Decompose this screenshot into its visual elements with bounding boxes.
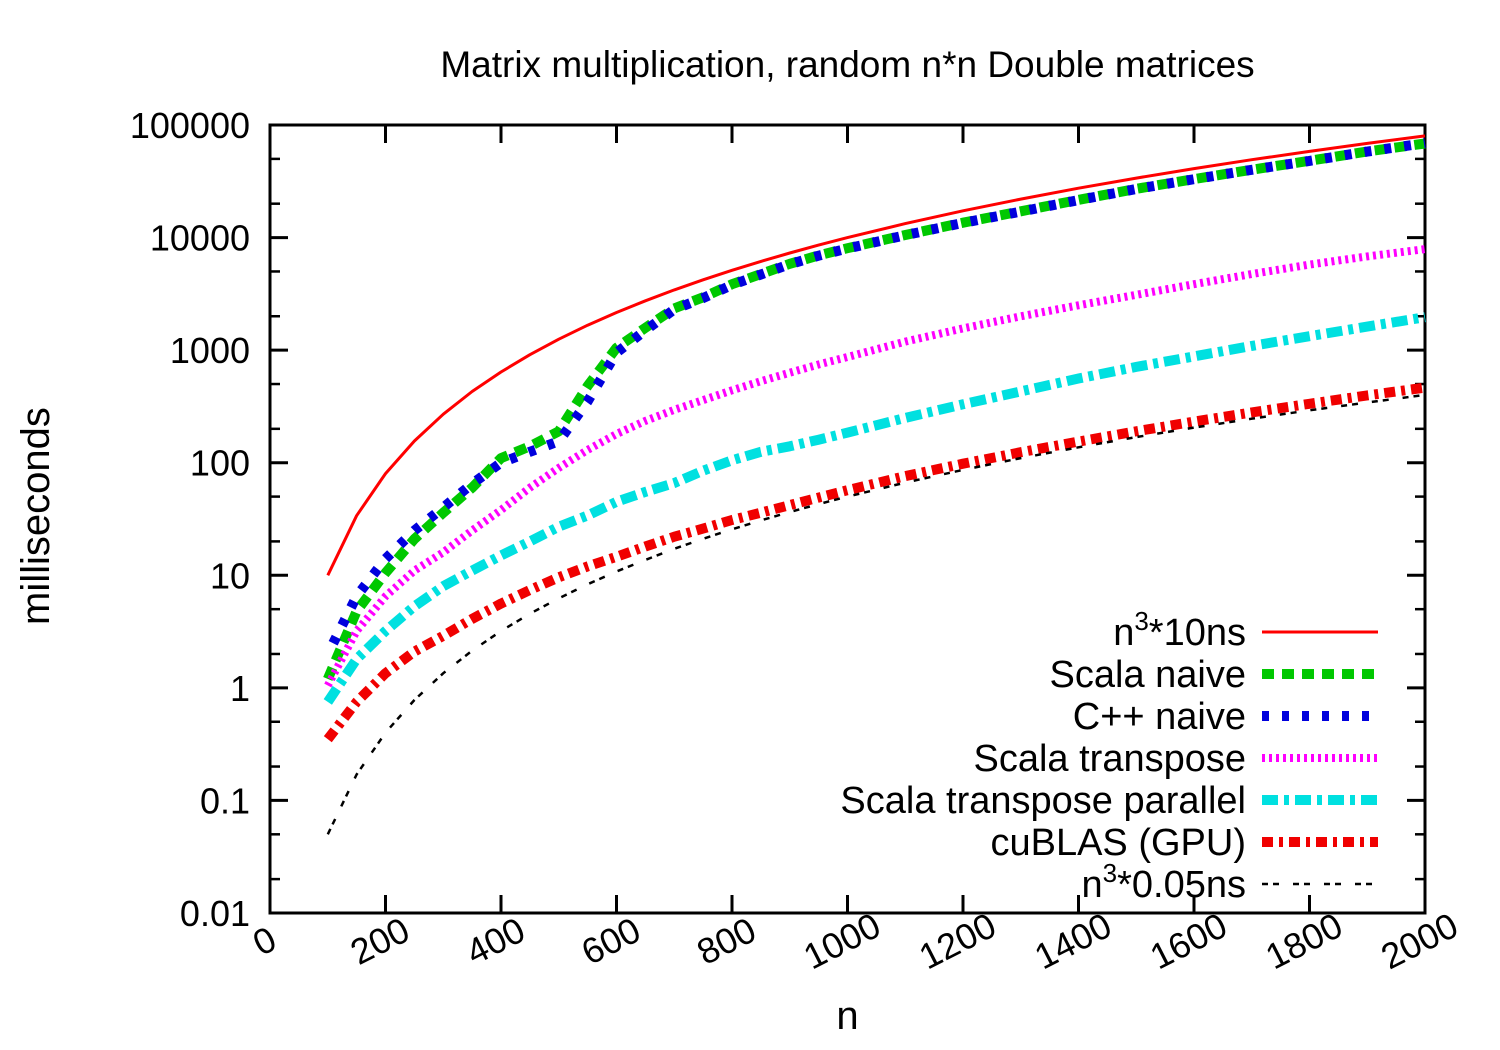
x-tick-label: 1000 <box>797 904 887 977</box>
x-tick-label: 200 <box>344 909 416 973</box>
y-tick-label: 1000 <box>170 330 250 371</box>
x-tick-label: 2000 <box>1374 904 1464 977</box>
series-line-n3-005ns <box>326 393 1426 835</box>
y-tick-label: 100 <box>190 443 250 484</box>
series-line-scala-transpose <box>324 245 1426 688</box>
x-tick-label: 600 <box>575 909 647 973</box>
y-tick-label: 0.01 <box>180 893 250 934</box>
x-axis-title: n <box>836 994 859 1038</box>
x-tick-label: 1600 <box>1143 904 1233 977</box>
x-tick-label: 1200 <box>912 904 1002 977</box>
series-line-n3-10ns <box>326 134 1426 576</box>
y-tick-label: 10000 <box>150 218 250 259</box>
legend-label-scala-naive: Scala naive <box>1050 654 1246 696</box>
legend-label-cpp-naive: C++ naive <box>1073 696 1246 738</box>
x-tick-label: 800 <box>690 909 762 973</box>
series-line-scala-transpose-parallel <box>323 312 1426 705</box>
legend-label-n3-005ns: n3*0.05ns <box>1082 858 1247 906</box>
x-tick-label: 1400 <box>1028 904 1118 977</box>
series-line-cublas-gpu <box>323 382 1426 743</box>
series-line-cpp-naive <box>323 138 1426 657</box>
x-tick-label: 0 <box>246 918 282 964</box>
series-line-scala-naive <box>323 138 1426 681</box>
y-tick-label: 100000 <box>130 105 250 146</box>
y-tick-label: 0.1 <box>200 780 250 821</box>
x-tick-label: 1800 <box>1259 904 1349 977</box>
y-tick-label: 1 <box>230 668 250 709</box>
legend-label-cublas-gpu: cuBLAS (GPU) <box>990 822 1246 864</box>
legend-label-scala-transpose-parallel: Scala transpose parallel <box>840 780 1246 822</box>
x-tick-label: 400 <box>459 909 531 973</box>
legend-label-n3-10ns: n3*10ns <box>1113 606 1246 654</box>
chart-title: Matrix multiplication, random n*n Double… <box>440 44 1255 85</box>
y-tick-label: 10 <box>210 555 250 596</box>
legend-label-scala-transpose: Scala transpose <box>974 738 1247 780</box>
